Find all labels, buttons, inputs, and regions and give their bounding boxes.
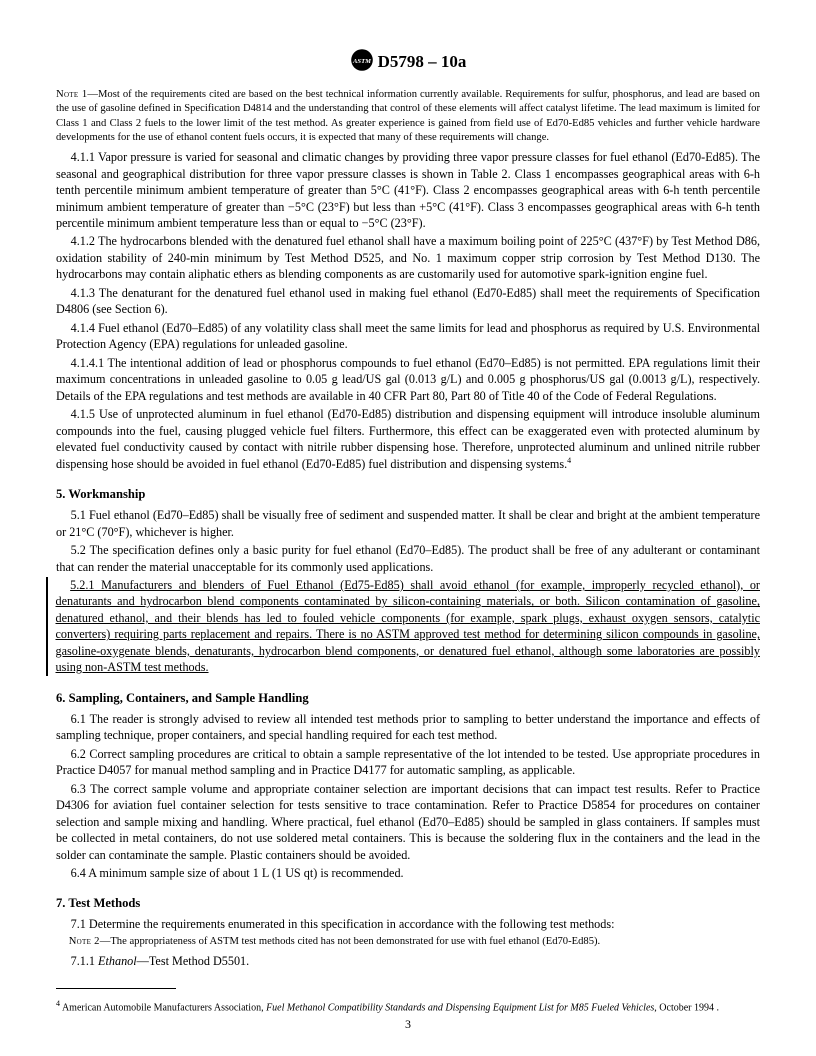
svg-text:ASTM: ASTM — [352, 58, 372, 65]
para-6-2: 6.2 Correct sampling procedures are crit… — [56, 746, 760, 779]
note-2: Note 2—The appropriateness of ASTM test … — [56, 935, 760, 949]
para-4-1-5: 4.1.5 Use of unprotected aluminum in fue… — [56, 406, 760, 472]
note-1-text: —Most of the requirements cited are base… — [56, 89, 760, 143]
para-7-1: 7.1 Determine the requirements enumerate… — [56, 916, 760, 932]
para-5-2: 5.2 The specification defines only a bas… — [56, 542, 760, 575]
para-6-1: 6.1 The reader is strongly advised to re… — [56, 711, 760, 744]
footnote-ref-4: 4 — [567, 456, 571, 465]
revision-bar: 5.2.1 Manufacturers and blenders of Fuel… — [46, 577, 760, 676]
para-7-1-1: 7.1.1 Ethanol—Test Method D5501. — [56, 953, 760, 969]
para-6-4: 6.4 A minimum sample size of about 1 L (… — [56, 865, 760, 881]
page-number: 3 — [0, 1016, 816, 1032]
footnote-rule — [56, 988, 176, 989]
para-5-1: 5.1 Fuel ethanol (Ed70–Ed85) shall be vi… — [56, 507, 760, 540]
para-4-1-1: 4.1.1 Vapor pressure is varied for seaso… — [56, 149, 760, 231]
page-header: ASTM D5798 – 10a — [56, 48, 760, 74]
note-2-label: Note 2 — [69, 936, 100, 947]
note-2-text: —The appropriateness of ASTM test method… — [100, 936, 600, 947]
section-7-title: 7. Test Methods — [56, 895, 760, 912]
para-4-1-3: 4.1.3 The denaturant for the denatured f… — [56, 285, 760, 318]
para-5-2-1: 5.2.1 Manufacturers and blenders of Fuel… — [56, 577, 761, 676]
footnote-4: 4 American Automobile Manufacturers Asso… — [56, 999, 760, 1015]
note-1: Note 1—Most of the requirements cited ar… — [56, 88, 760, 145]
section-6-title: 6. Sampling, Containers, and Sample Hand… — [56, 690, 760, 707]
para-4-1-4: 4.1.4 Fuel ethanol (Ed70–Ed85) of any vo… — [56, 320, 760, 353]
section-5-title: 5. Workmanship — [56, 486, 760, 503]
note-1-label: Note 1 — [56, 89, 87, 100]
para-6-3: 6.3 The correct sample volume and approp… — [56, 781, 760, 863]
astm-logo-icon: ASTM — [350, 48, 374, 72]
para-4-1-4-1: 4.1.4.1 The intentional addition of lead… — [56, 355, 760, 404]
para-4-1-2: 4.1.2 The hydrocarbons blended with the … — [56, 233, 760, 282]
designation: D5798 – 10a — [378, 52, 467, 71]
